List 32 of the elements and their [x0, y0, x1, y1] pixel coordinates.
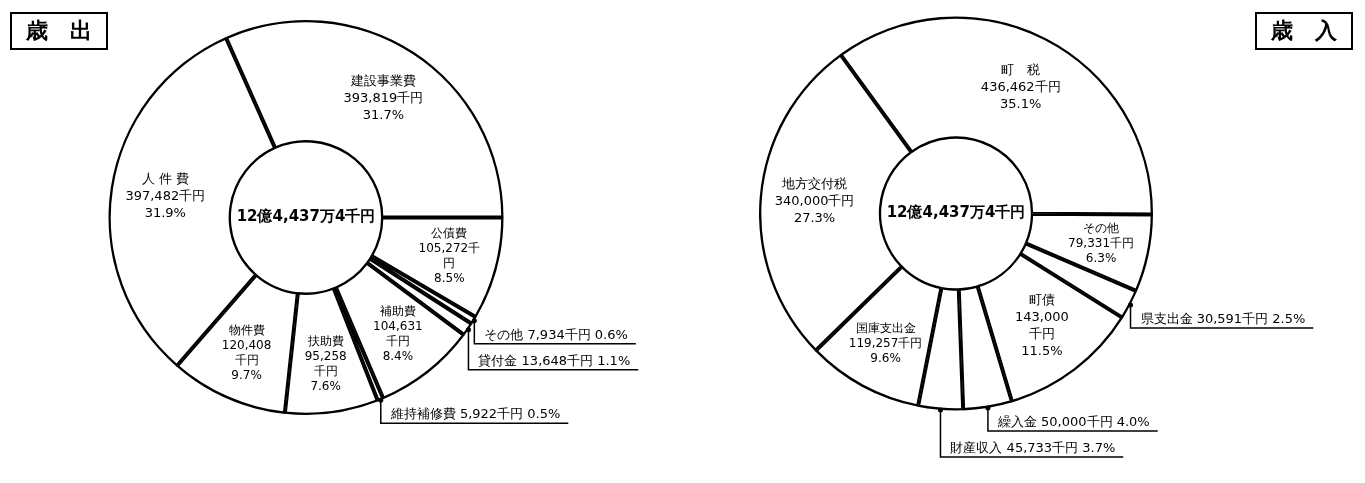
slice-label: 補助費	[379, 303, 416, 318]
slice-label: 財産収入 45,733千円 3.7%	[950, 439, 1116, 455]
chart-title: 歳 出	[10, 12, 108, 50]
slice-label: 地方交付税	[781, 175, 848, 191]
data-label: 143,000 千円 11.5%	[1015, 309, 1069, 359]
slice-label: 国庫支出金	[855, 320, 916, 335]
slice-label: 扶助費	[306, 334, 344, 349]
data-label: 340,000千円 27.3%	[774, 192, 855, 225]
text: 12億4,437万4千円	[236, 207, 376, 226]
data-label: 95,258 千円 7.6%	[304, 349, 347, 394]
text: 12億4,437万4千円	[886, 203, 1026, 222]
slice-label: 町債	[1028, 292, 1055, 308]
slice-label: 人 件 費	[141, 170, 189, 186]
data-label: 436,462千円 35.1%	[980, 78, 1061, 111]
slice-label: 公債費	[431, 225, 468, 240]
data-label: 393,819千円 31.7%	[343, 89, 424, 122]
slice-label: 町 税	[1001, 61, 1041, 77]
slice-label: その他	[1083, 220, 1120, 235]
slice-label: 貸付金 13,648千円 1.1%	[478, 352, 631, 368]
data-label: 104,631 千円 8.4%	[373, 318, 423, 363]
slice-label: 維持補修費 5,922千円 0.5%	[389, 406, 561, 422]
slice-label: 物件費	[228, 323, 265, 338]
data-label: 105,272千円 8.5%	[418, 240, 481, 285]
chart-title: 歳 入	[1255, 12, 1353, 50]
data-label: 119,257千円 9.6%	[848, 335, 923, 365]
data-label: 397,482千円 31.9%	[125, 187, 206, 220]
data-label: 120,408 千円 9.7%	[221, 338, 272, 383]
slice-label: その他 7,934千円 0.6%	[484, 326, 628, 342]
slice-label: 県支出金 30,591千円 2.5%	[1140, 310, 1306, 326]
data-label: 79,331千円 6.3%	[1068, 235, 1135, 265]
slice-label: 建設事業費	[349, 72, 416, 88]
slice-label: 繰入金 50,000千円 4.0%	[996, 413, 1150, 429]
